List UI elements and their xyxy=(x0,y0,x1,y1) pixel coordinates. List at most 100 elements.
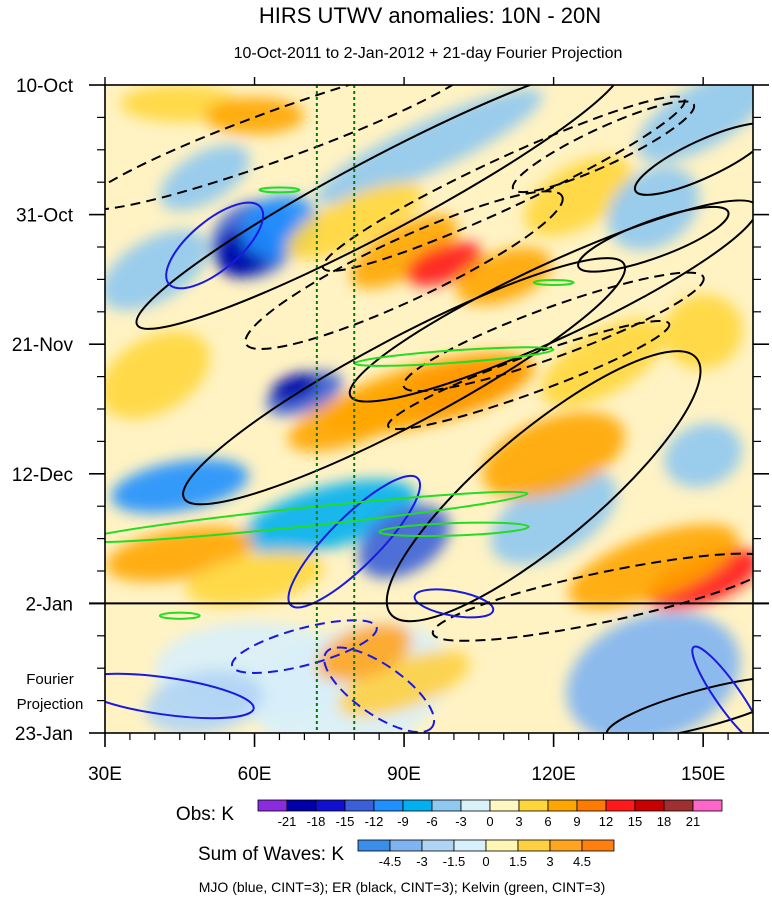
waves-colorbar-swatch xyxy=(517,839,551,852)
waves-colorbar-swatch xyxy=(421,839,455,852)
waves-colorbar-swatch xyxy=(357,839,391,852)
kelvin-contour xyxy=(378,521,530,538)
obs-colorbar-tick-label: -21 xyxy=(278,814,297,829)
er-contour xyxy=(385,350,702,623)
obs-colorbar-swatch xyxy=(518,799,549,812)
obs-colorbar-swatch xyxy=(605,799,636,812)
kelvin-contour xyxy=(158,611,201,620)
anomaly-blob xyxy=(315,89,543,204)
obs-colorbar-tick-label: 3 xyxy=(515,814,522,829)
obs-colorbar-tick-label: 15 xyxy=(628,814,642,829)
waves-colorbar-tick-label: -4.5 xyxy=(379,854,401,869)
obs-colorbar-tick-label: -18 xyxy=(307,814,326,829)
mjo-contour xyxy=(691,645,753,733)
y-tick-label: 2-Jan xyxy=(25,594,73,615)
mjo-contour xyxy=(231,619,378,674)
anomaly-blob xyxy=(242,479,417,555)
footer-legend: MJO (blue, CINT=3); ER (black, CINT=3); … xyxy=(199,879,606,895)
er-contour xyxy=(105,85,478,211)
obs-colorbar-swatch xyxy=(315,799,346,812)
obs-colorbar-tick-label: 18 xyxy=(657,814,671,829)
obs-colorbar-swatch xyxy=(547,799,578,812)
er-contour xyxy=(182,257,627,506)
mjo-contour xyxy=(165,201,265,290)
obs-colorbar-swatch xyxy=(634,799,665,812)
y-tick-label: 12-Dec xyxy=(12,465,73,486)
er-contour xyxy=(135,85,623,330)
forecast-label-line2: Projection xyxy=(17,696,84,713)
anomaly-blob xyxy=(337,650,471,717)
reference-lines xyxy=(315,85,356,733)
chart-title: HIRS UTWV anomalies: 10N - 20N xyxy=(259,3,601,28)
mjo-contour xyxy=(105,672,255,720)
obs-colorbar-tick-label: -12 xyxy=(365,814,384,829)
anomaly-blob xyxy=(646,547,753,610)
x-tick-label: 60E xyxy=(238,764,272,785)
anomaly-blob xyxy=(456,247,552,306)
anomaly-blob xyxy=(288,384,421,452)
waves-colorbar-label: Sum of Waves: K xyxy=(198,844,344,865)
er-contour xyxy=(387,320,671,431)
obs-colorbar-swatch xyxy=(344,799,375,812)
wave-contours xyxy=(105,85,753,733)
anomaly-blob xyxy=(204,97,305,135)
obs-colorbar-swatch xyxy=(576,799,607,812)
y-tick-label: 23-Jan xyxy=(15,724,73,745)
obs-colorbar-tick-label: -6 xyxy=(426,814,438,829)
anomaly-blob xyxy=(270,373,319,402)
anomaly-blob xyxy=(105,230,209,311)
kelvin-contour xyxy=(105,490,529,544)
obs-colorbar-tick-label: -3 xyxy=(455,814,467,829)
chart-subtitle: 10-Oct-2011 to 2-Jan-2012 + 21-day Fouri… xyxy=(234,45,623,62)
anomaly-blob xyxy=(636,85,753,162)
y-tick-label: 21-Nov xyxy=(12,335,74,356)
y-tick-label: 31-Oct xyxy=(16,206,74,227)
waves-colorbar-swatch xyxy=(389,839,423,852)
obs-colorbar-tick-label: 21 xyxy=(686,814,700,829)
anomaly-blob xyxy=(490,469,617,565)
x-axis: 30E 60E 90E 120E 150E xyxy=(88,77,729,785)
er-contour xyxy=(402,271,705,393)
er-contour xyxy=(321,95,686,272)
obs-colorbar-swatch xyxy=(663,799,694,812)
forecast-label-line1: Fourier xyxy=(26,671,74,688)
anomaly-blob xyxy=(285,182,423,260)
y-axis: 10-Oct 31-Oct 21-Nov 12-Dec 2-Jan 23-Jan xyxy=(12,76,769,745)
obs-colorbar-tick-label: 6 xyxy=(544,814,551,829)
x-tick-label: 30E xyxy=(88,764,122,785)
er-contour xyxy=(577,205,730,273)
obs-colorbar-tick-label: 0 xyxy=(486,814,493,829)
obs-colorbar-tick-label: -9 xyxy=(397,814,409,829)
er-contour xyxy=(633,122,753,196)
waves-colorbar-tick-label: 4.5 xyxy=(573,854,591,869)
mjo-contour xyxy=(287,474,422,609)
x-tick-label: 150E xyxy=(681,764,725,785)
waves-colorbar-tick-label: 0 xyxy=(482,854,489,869)
obs-colorbar-tick-label: 12 xyxy=(599,814,613,829)
waves-colorbar-tick-label: -3 xyxy=(416,854,428,869)
obs-colorbar-swatch xyxy=(460,799,491,812)
anomaly-field xyxy=(105,85,753,733)
waves-colorbar: -4.5 -3 -1.5 0 1.5 3 4.5 xyxy=(357,839,615,869)
obs-colorbar-label: Obs: K xyxy=(176,804,234,825)
anomaly-blob xyxy=(145,670,264,733)
obs-colorbar: -21 -18 -15 -12 -9 -6 -3 0 3 6 9 12 15 18 21 xyxy=(257,799,723,829)
waves-colorbar-tick-label: 3 xyxy=(546,854,553,869)
obs-colorbar-swatch xyxy=(257,799,288,812)
obs-colorbar-tick-label: 9 xyxy=(573,814,580,829)
er-contour xyxy=(431,552,753,642)
anomaly-blob xyxy=(482,412,626,499)
anomaly-blob xyxy=(110,458,249,514)
obs-colorbar-swatch xyxy=(373,799,404,812)
mjo-contour xyxy=(323,646,436,733)
er-contour xyxy=(244,190,564,350)
anomaly-blob xyxy=(664,423,743,488)
er-contour xyxy=(605,675,753,733)
waves-colorbar-swatch xyxy=(453,839,487,852)
waves-colorbar-swatch xyxy=(485,839,519,852)
kelvin-contour xyxy=(258,186,301,194)
waves-colorbar-swatch xyxy=(581,839,615,852)
x-tick-label: 120E xyxy=(531,764,575,785)
waves-colorbar-tick-label: 1.5 xyxy=(509,854,527,869)
